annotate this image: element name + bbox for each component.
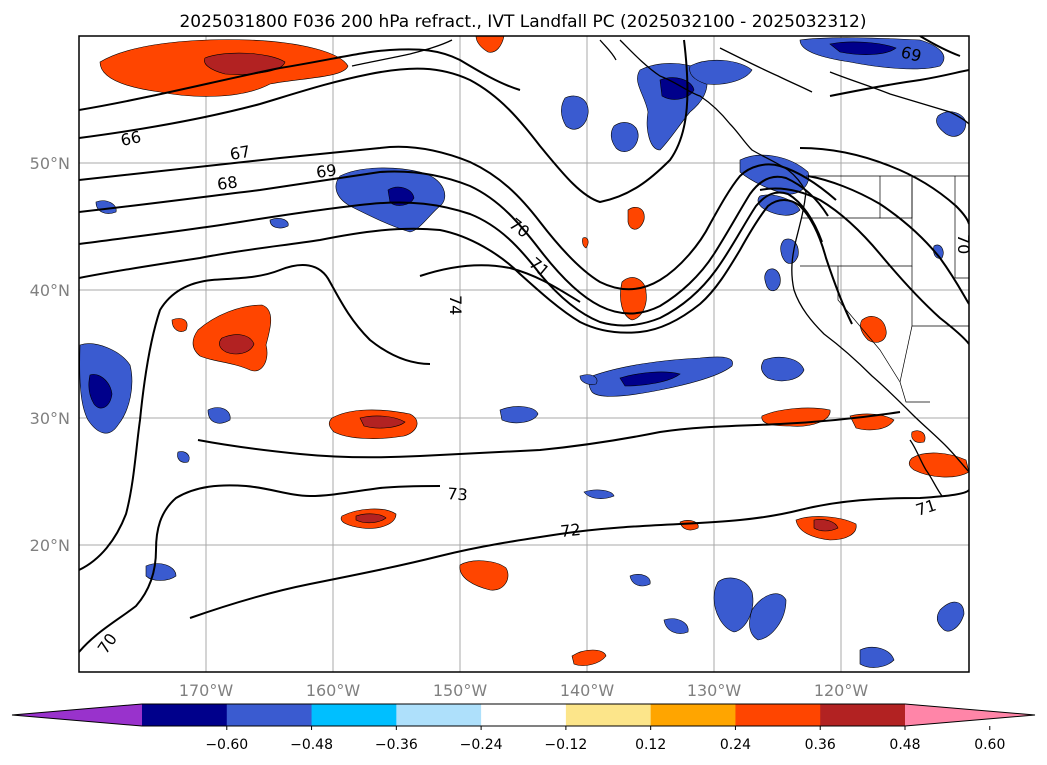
contour-label-70-east: 70: [954, 234, 973, 254]
refractivity-contours: [79, 36, 969, 653]
colorbar-tick-label: 0.24: [720, 737, 751, 753]
colorbar-tick-label: −0.36: [375, 737, 418, 753]
colorbar-outline: [11, 703, 1036, 727]
colorbar-segment: [226, 704, 313, 726]
lat-label-40n: 40°N: [30, 281, 70, 300]
contour-label-74: 74: [446, 295, 465, 315]
lat-label-50n: 50°N: [30, 154, 70, 173]
contour-label-66: 66: [119, 127, 143, 150]
longitude-labels: 170°W 160°W 150°W 140°W 130°W 120°W: [179, 681, 869, 700]
colorbar-segment: [735, 704, 821, 726]
colorbar-tick-label: 0.48: [889, 737, 920, 753]
lon-label-120w: 120°W: [814, 681, 869, 700]
contour-label-72: 72: [559, 520, 581, 541]
colorbar-segment: [565, 704, 652, 726]
map-panel: 66 67 68 69 69 70 71 74 73 72 71 70 70 5…: [30, 35, 973, 700]
negative-anomaly-fill: [79, 37, 967, 668]
contour-label-69-northeast: 69: [899, 42, 923, 65]
colorbar-extend-low: [12, 704, 142, 726]
positive-anomaly-fill: [99, 36, 969, 666]
contour-label-69: 69: [315, 160, 338, 182]
colorbar-segment: [481, 704, 567, 726]
colorbar-tick-label: 0.12: [635, 737, 666, 753]
lon-label-160w: 160°W: [306, 681, 361, 700]
latitude-labels: 50°N 40°N 30°N 20°N: [30, 154, 70, 555]
contour-label-67: 67: [228, 142, 251, 164]
lon-label-170w: 170°W: [179, 681, 234, 700]
figure-title: 2025031800 F036 200 hPa refract., IVT La…: [179, 12, 866, 32]
colorbar: −0.60 −0.48 −0.36 −0.24 −0.12 0.12 0.24 0.36 0.4…: [11, 703, 1036, 753]
colorbar-tick-label: 0.60: [974, 737, 1005, 753]
map-frame: [78, 35, 970, 673]
state-borders: [800, 175, 969, 403]
colorbar-segment: [820, 704, 906, 726]
colorbar-segment: [311, 704, 397, 726]
lat-label-20n: 20°N: [30, 536, 70, 555]
colorbar-tick-label: −0.24: [460, 737, 503, 753]
lon-label-130w: 130°W: [687, 681, 742, 700]
lon-label-150w: 150°W: [433, 681, 488, 700]
colorbar-tick-label: −0.48: [290, 737, 333, 753]
colorbar-segment: [142, 704, 228, 726]
lon-label-140w: 140°W: [560, 681, 615, 700]
contour-label-68: 68: [216, 172, 239, 194]
colorbar-segment: [396, 704, 482, 726]
contour-label-73: 73: [447, 484, 469, 504]
colorbar-tick-label: −0.60: [205, 737, 248, 753]
colorbar-segment: [650, 704, 736, 726]
colorbar-tick-label: −0.12: [544, 737, 587, 753]
colorbar-tick-label: 0.36: [805, 737, 836, 753]
colorbar-extend-high: [905, 704, 1035, 726]
coastlines: [351, 39, 969, 497]
lat-label-30n: 30°N: [30, 409, 70, 428]
